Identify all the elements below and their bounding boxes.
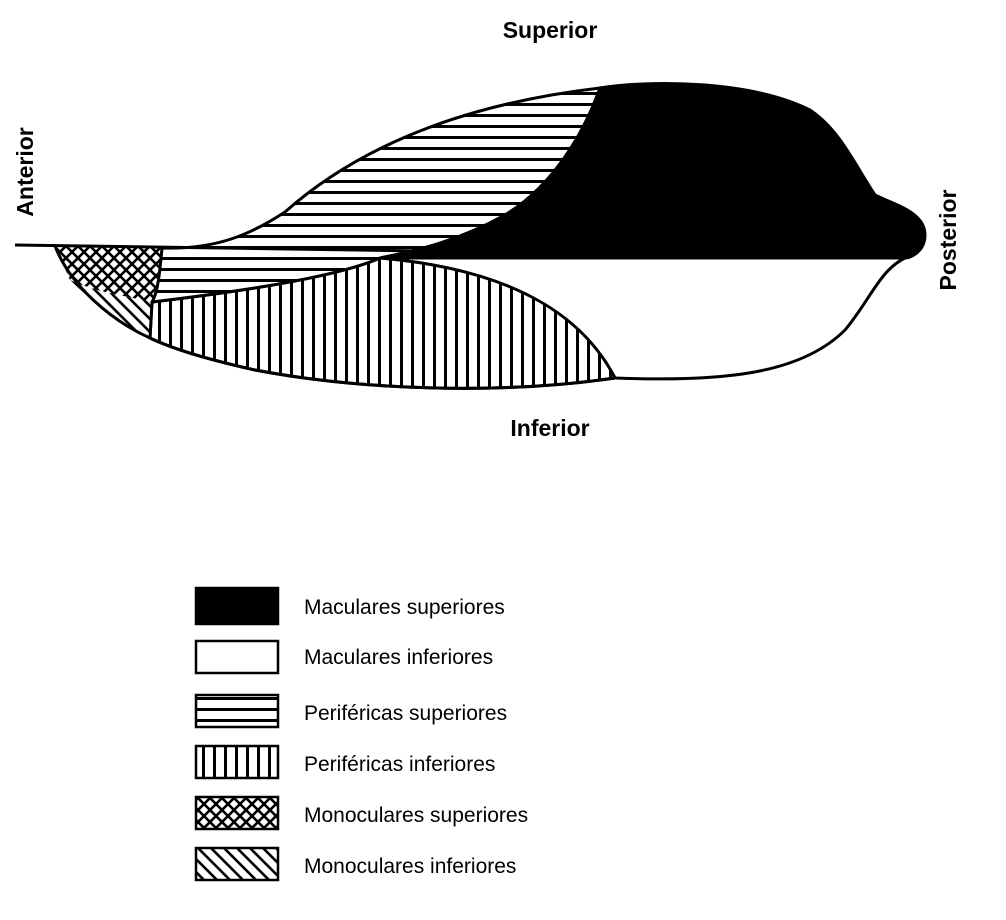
label-superior: Superior	[503, 17, 598, 43]
baseline-line	[14, 243, 906, 260]
legend-item-perifericas-superiores: Periféricas superiores	[194, 693, 507, 729]
label-posterior: Posterior	[935, 189, 961, 290]
legend-label: Monoculares inferiores	[304, 855, 516, 878]
legend-label: Periféricas inferiores	[304, 753, 495, 776]
label-anterior: Anterior	[12, 127, 38, 217]
legend-item-maculares-superiores: Maculares superiores	[194, 586, 505, 626]
region-maculares-superiores	[379, 81, 927, 260]
legend-swatch-diagonal-lines	[194, 846, 280, 882]
legend-item-monoculares-superiores: Monoculares superiores	[194, 795, 528, 831]
legend-swatch-horizontal-lines	[194, 693, 280, 729]
legend: Maculares superiores Maculares inferiore…	[194, 586, 528, 882]
legend-label: Periféricas superiores	[304, 702, 507, 725]
lower-outline	[53, 245, 616, 390]
legend-swatch-white	[194, 639, 280, 675]
legend-label: Monoculares superiores	[304, 804, 528, 827]
label-inferior: Inferior	[510, 415, 589, 441]
legend-label: Maculares inferiores	[304, 646, 493, 669]
legend-label: Maculares superiores	[304, 596, 505, 619]
legend-item-monoculares-inferiores: Monoculares inferiores	[194, 846, 516, 882]
legend-item-perifericas-inferiores: Periféricas inferiores	[194, 744, 495, 780]
legend-swatch-solid-black	[194, 586, 280, 626]
legend-swatch-crosshatch	[194, 795, 280, 831]
legend-item-maculares-inferiores: Maculares inferiores	[194, 639, 493, 675]
legend-swatch-vertical-lines	[194, 744, 280, 780]
monocular-boundary	[148, 247, 164, 339]
